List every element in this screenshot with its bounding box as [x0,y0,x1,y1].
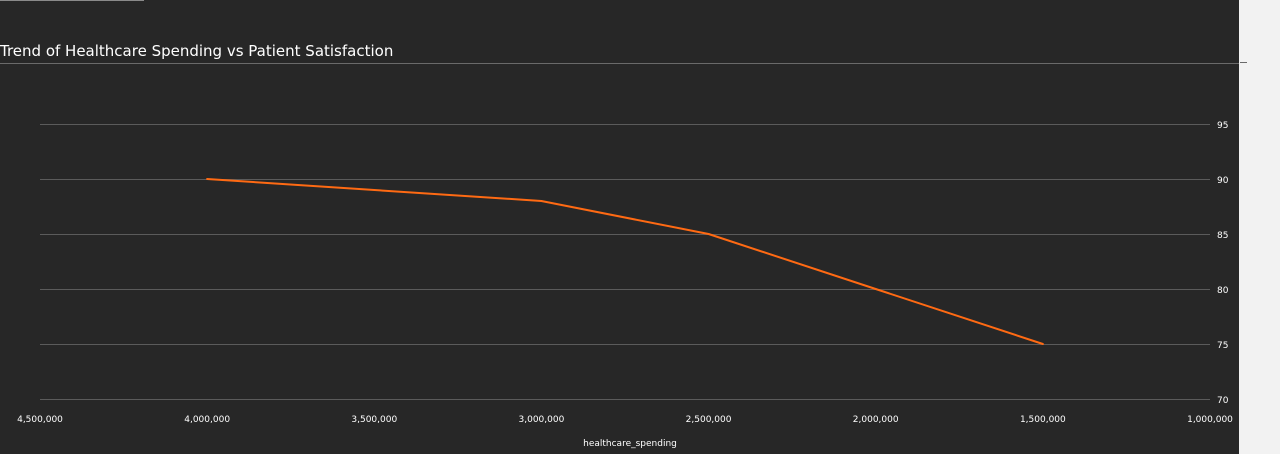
y-tick-label: 80 [1217,286,1229,296]
x-tick-label: 2,000,000 [853,415,899,425]
title-divider [0,63,1239,64]
x-tick-label: 1,000,000 [1187,415,1233,425]
grid-lines [40,124,1210,400]
y-tick-label: 95 [1217,121,1228,131]
data-point [874,288,877,290]
x-tick-label: 2,500,000 [686,415,732,425]
chart-panel [0,0,1239,454]
right-edge-strip [1239,0,1280,454]
y-tick-label: 90 [1217,176,1229,186]
x-tick-label: 1,500,000 [1020,415,1066,425]
x-tick-label: 3,500,000 [351,415,397,425]
chart-title: Trend of Healthcare Spending vs Patient … [0,42,394,60]
data-point [1041,343,1044,345]
title-divider-tick [1240,62,1247,63]
y-axis-ticks: 70 75 80 85 90 95 [1217,121,1229,406]
data-point [540,200,543,202]
data-point [206,178,209,180]
y-tick-label: 75 [1217,341,1228,351]
series-layer [206,178,1044,345]
x-axis-ticks: 4,500,000 4,000,000 3,500,000 3,000,000 2,50… [17,415,1233,425]
x-axis-title: healthcare_spending [583,439,677,449]
y-tick-label: 85 [1217,231,1228,241]
x-tick-label: 4,000,000 [184,415,230,425]
series-line [207,178,1044,345]
tab-indicator [0,0,144,1]
x-tick-label: 3,000,000 [519,415,565,425]
y-tick-label: 70 [1217,396,1229,406]
data-point [707,233,710,235]
x-tick-label: 4,500,000 [17,415,63,425]
